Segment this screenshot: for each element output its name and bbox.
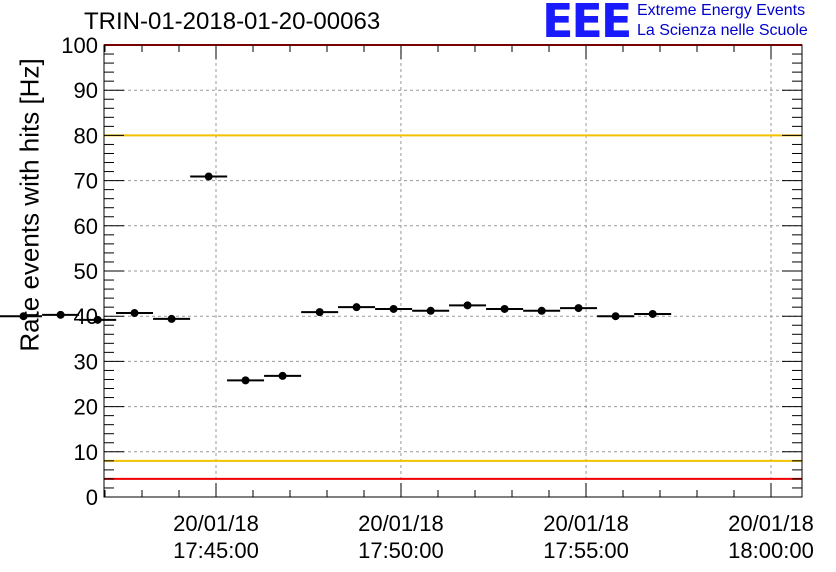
data-point bbox=[389, 304, 398, 313]
y-tick-label: 0 bbox=[86, 485, 98, 510]
data-point bbox=[204, 172, 213, 181]
data-point bbox=[611, 312, 620, 321]
data-point bbox=[648, 309, 657, 318]
y-tick-label: 90 bbox=[74, 78, 98, 103]
y-tick-label: 70 bbox=[74, 169, 98, 194]
y-tick-label: 50 bbox=[74, 259, 98, 284]
data-point bbox=[167, 314, 176, 323]
y-axis-label: Rate events with hits [Hz] bbox=[14, 58, 45, 352]
y-tick-label: 30 bbox=[74, 349, 98, 374]
y-tick-label: 20 bbox=[74, 395, 98, 420]
x-tick-label-date: 20/01/18 bbox=[173, 511, 259, 536]
y-tick-label: 10 bbox=[74, 440, 98, 465]
x-tick-label-time: 17:50:00 bbox=[358, 538, 444, 563]
data-point bbox=[56, 310, 65, 319]
data-point bbox=[463, 301, 472, 310]
x-tick-label-date: 20/01/18 bbox=[358, 511, 444, 536]
data-point bbox=[19, 312, 28, 321]
y-tick-label: 80 bbox=[74, 123, 98, 148]
data-point bbox=[241, 376, 250, 385]
logo-line-2: La Scienza nelle Scuole bbox=[637, 22, 808, 39]
data-point bbox=[426, 306, 435, 315]
y-tick-label: 100 bbox=[61, 33, 98, 58]
data-point bbox=[500, 304, 509, 313]
data-point bbox=[537, 306, 546, 315]
data-point bbox=[130, 309, 139, 318]
y-tick-label: 40 bbox=[74, 304, 98, 329]
data-point bbox=[574, 304, 583, 313]
data-point bbox=[315, 308, 324, 317]
y-tick-label: 60 bbox=[74, 214, 98, 239]
data-point bbox=[352, 303, 361, 312]
x-tick-label-date: 20/01/18 bbox=[728, 511, 814, 536]
x-tick-label-time: 17:45:00 bbox=[173, 538, 259, 563]
data-point bbox=[278, 371, 287, 380]
x-tick-label-date: 20/01/18 bbox=[543, 511, 629, 536]
eee-logo-mark: EEE bbox=[542, 0, 632, 48]
data-point bbox=[93, 315, 102, 324]
x-tick-label-time: 17:55:00 bbox=[543, 538, 629, 563]
chart-title: TRIN-01-2018-01-20-00063 bbox=[84, 8, 381, 35]
logo-line-1: Extreme Energy Events bbox=[637, 2, 806, 19]
x-tick-label-time: 18:00:00 bbox=[728, 538, 814, 563]
